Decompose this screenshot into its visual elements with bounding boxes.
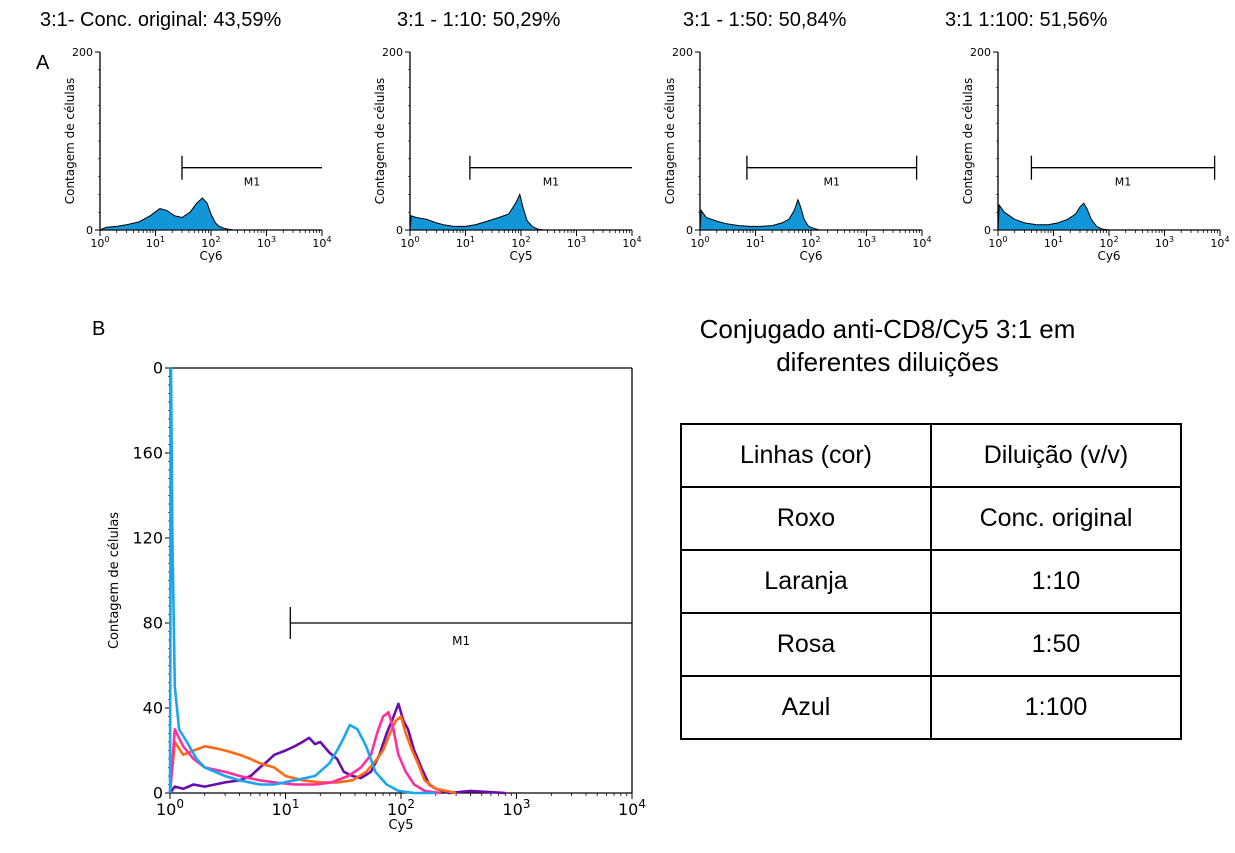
x-tick-label: 102 <box>511 234 530 250</box>
x-tick-label: 100 <box>690 234 709 250</box>
x-axis-label: Cy5 <box>509 249 532 263</box>
y-axis-label: Contagem de células <box>63 78 77 205</box>
table-cell: Laranja <box>680 549 932 614</box>
x-tick-label: 101 <box>1044 234 1063 250</box>
x-tick-label: 103 <box>257 234 276 250</box>
panel-b-heading: Conjugado anti-CD8/Cy5 3:1 em diferentes… <box>699 314 1076 377</box>
histogram-area <box>997 202 1110 231</box>
y-tick-label: 0 <box>153 784 163 803</box>
chart-a2: 100 101 102 103 104 0 200 Cy5 Contagem de célula… <box>373 46 642 263</box>
x-tick-label: 101 <box>746 234 765 250</box>
table-row: Laranja 1:10 <box>680 549 1182 614</box>
histogram-area <box>409 192 545 231</box>
y-tick-label: 0 <box>86 224 93 237</box>
table-header-cell: Linhas (cor) <box>680 423 932 488</box>
x-axis-label: Cy6 <box>199 249 222 263</box>
x-tick-label: 100 <box>90 234 109 250</box>
table-header-cell: Diluição (v/v) <box>930 423 1182 488</box>
table-row: Azul 1:100 <box>680 675 1182 740</box>
chart-a1-title: 3:1- Conc. original: 43,59% <box>40 9 282 31</box>
table-row: Rosa 1:50 <box>680 612 1182 677</box>
histogram-area <box>99 197 238 231</box>
table-cell: Conc. original <box>930 486 1182 551</box>
table-cell: Rosa <box>680 612 932 677</box>
x-tick-label: 102 <box>387 797 415 819</box>
panel-label-b: B <box>92 318 106 340</box>
x-axis-label: Cy5 <box>388 818 413 833</box>
histogram-line-3 <box>168 366 436 795</box>
x-tick-label: 104 <box>312 234 331 250</box>
x-tick-label: 104 <box>622 234 641 250</box>
table-cell: 1:10 <box>930 549 1182 614</box>
y-tick-label: 0 <box>984 224 991 237</box>
chart-a2-title: 3:1 - 1:10: 50,29% <box>397 9 561 31</box>
x-tick-label: 102 <box>801 234 820 250</box>
x-tick-label: 103 <box>1155 234 1174 250</box>
y-tick-label: 0 <box>153 359 163 378</box>
y-axis-label: Contagem de células <box>961 78 975 205</box>
x-tick-label: 104 <box>912 234 931 250</box>
chart-a4: 100 101 102 103 104 0 200 Cy6 Contagem de célula… <box>961 46 1230 263</box>
x-tick-label: 102 <box>1099 234 1118 250</box>
table-cell: 1:100 <box>930 675 1182 740</box>
y-tick-label: 40 <box>143 699 163 718</box>
x-tick-label: 101 <box>456 234 475 250</box>
gate-marker-label: M1 <box>543 176 560 189</box>
y-tick-label: 200 <box>72 46 93 59</box>
y-tick-label: 0 <box>396 224 403 237</box>
x-tick-label: 101 <box>272 797 300 819</box>
y-axis-label: Contagem de células <box>373 78 387 205</box>
x-tick-label: 100 <box>988 234 1007 250</box>
chart-a3: 100 101 102 103 104 0 200 Cy6 Contagem de célula… <box>663 46 932 263</box>
table-cell: Roxo <box>680 486 932 551</box>
chart-a1: 100 101 102 103 104 0 200 Cy6 Contagem de célula… <box>63 46 332 263</box>
gate-marker-label: M1 <box>244 176 261 189</box>
table-cell: Azul <box>680 675 932 740</box>
table-row: Roxo Conc. original <box>680 486 1182 551</box>
y-tick-label: 200 <box>382 46 403 59</box>
y-tick-label: 120 <box>132 529 163 548</box>
legend-table: Linhas (cor) Diluição (v/v) Roxo Conc. o… <box>680 423 1182 740</box>
x-tick-label: 102 <box>201 234 220 250</box>
y-axis-label: Contagem de células <box>107 512 122 649</box>
x-tick-label: 103 <box>857 234 876 250</box>
x-axis-label: Cy6 <box>1097 249 1120 263</box>
gate-marker-label: M1 <box>824 176 841 189</box>
panel-label-a: A <box>36 52 50 74</box>
y-tick-label: 0 <box>686 224 693 237</box>
chart-a4-title: 3:1 1:100: 51,56% <box>945 9 1108 31</box>
x-tick-label: 104 <box>618 797 646 819</box>
y-tick-label: 160 <box>132 444 163 463</box>
chart-a3-title: 3:1 - 1:50: 50,84% <box>683 9 847 31</box>
x-tick-label: 104 <box>1210 234 1229 250</box>
x-tick-label: 101 <box>146 234 165 250</box>
table-header-row: Linhas (cor) Diluição (v/v) <box>680 423 1182 488</box>
gate-marker-label: M1 <box>452 634 470 648</box>
x-axis-label: Cy6 <box>799 249 822 263</box>
y-axis-label: Contagem de células <box>663 78 677 205</box>
histogram-area <box>699 198 826 231</box>
gate-marker-label: M1 <box>1115 176 1132 189</box>
x-tick-label: 100 <box>400 234 419 250</box>
table-cell: 1:50 <box>930 612 1182 677</box>
y-tick-label: 80 <box>143 614 163 633</box>
y-tick-label: 200 <box>672 46 693 59</box>
y-tick-label: 200 <box>970 46 991 59</box>
x-tick-label: 103 <box>503 797 531 819</box>
x-tick-label: 103 <box>567 234 586 250</box>
